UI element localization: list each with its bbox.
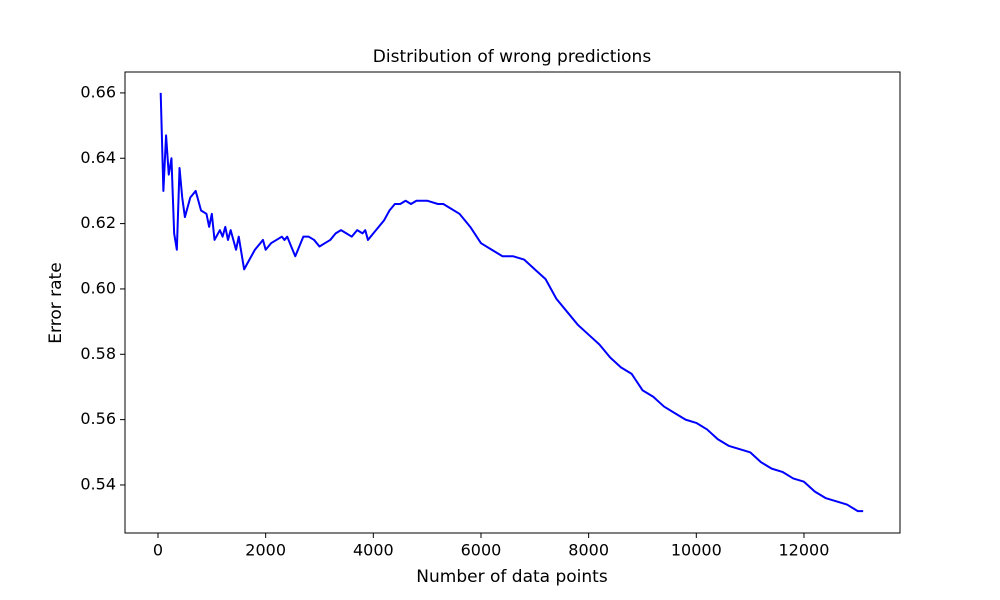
x-tick-label: 4000 <box>353 541 394 560</box>
x-tick-label: 12000 <box>779 541 830 560</box>
y-tick-label: 0.56 <box>80 409 116 428</box>
x-tick-label: 8000 <box>568 541 609 560</box>
x-tick-label: 6000 <box>461 541 502 560</box>
y-tick-label: 0.58 <box>80 344 116 363</box>
x-tick-label: 2000 <box>245 541 286 560</box>
plot-frame <box>124 71 901 534</box>
chart-title: Distribution of wrong predictions <box>373 47 652 67</box>
x-tick-label: 0 <box>153 541 163 560</box>
data-line <box>159 92 864 513</box>
y-tick-label: 0.62 <box>80 213 116 232</box>
y-tick-label: 0.64 <box>80 148 116 167</box>
y-tick-label: 0.54 <box>80 474 116 493</box>
x-tick-label: 10000 <box>671 541 722 560</box>
y-tick-label: 0.66 <box>80 82 116 101</box>
y-axis-label: Error rate <box>46 262 66 343</box>
x-axis-label: Number of data points <box>416 567 608 587</box>
y-tick-label: 0.60 <box>80 278 116 297</box>
